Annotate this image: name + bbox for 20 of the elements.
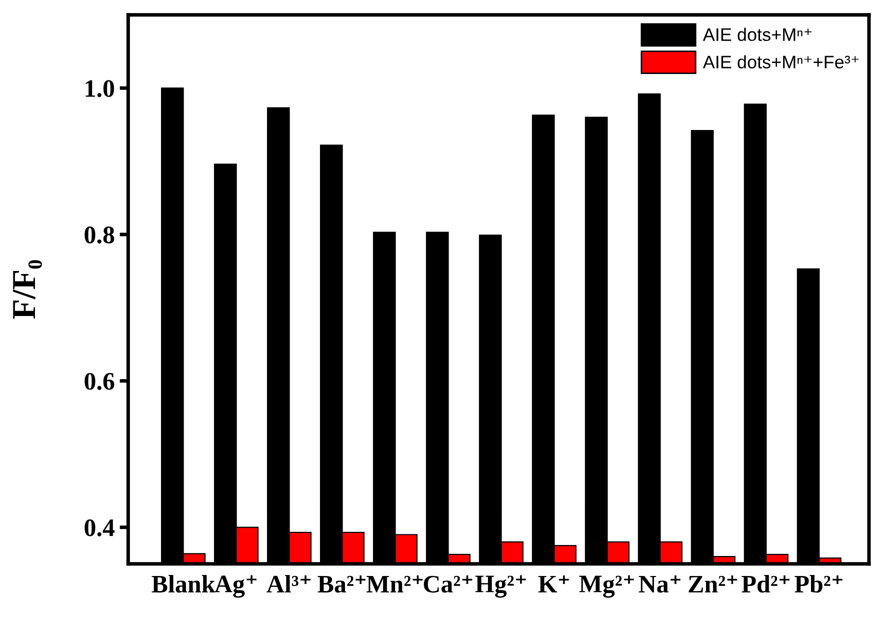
x-tick-label: Na⁺ [638,575,680,593]
x-tick-label: Blank [152,575,216,593]
x-tick-label: Ca²⁺ [424,575,472,593]
x-tick-label: K⁺ [538,575,569,592]
x-tick-label: Ag⁺ [214,575,256,598]
legend-label: AIE dots+Mⁿ⁺+Fe³⁺ [702,55,859,68]
x-tick-label: Al³⁺ [266,575,310,592]
y-tick-label: 1.0 [86,80,114,98]
x-tick-label: Zn²⁺ [688,575,738,592]
x-tick-label: Hg²⁺ [475,575,526,598]
y-axis-title: F/F₀ [13,260,42,319]
x-tick-label: Pb²⁺ [794,575,842,593]
legend-label: AIE dots+Mⁿ⁺ [702,28,812,42]
x-tick-label: Mg²⁺ [579,575,634,598]
y-tick-label: 0.6 [84,372,114,390]
y-tick-label: 0.4 [84,519,115,536]
x-tick-label: Mn²⁺ [366,575,423,592]
x-tick-label: Ba²⁺ [318,575,366,593]
y-tick-label: 0.8 [84,226,114,244]
x-tick-label: Pd²⁺ [742,575,790,593]
